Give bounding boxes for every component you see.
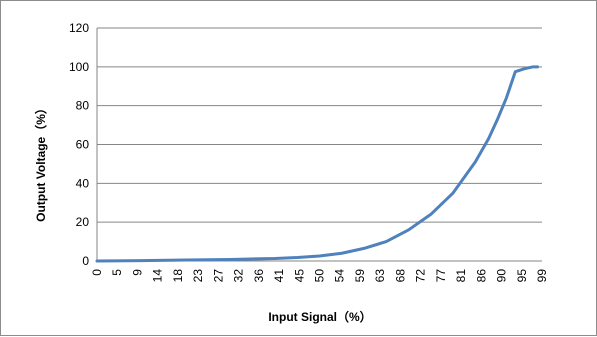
x-axis-title: Input Signal（%） — [268, 309, 371, 324]
x-tick-label: 54 — [333, 269, 347, 283]
y-tick-label: 120 — [69, 21, 89, 35]
x-tick-label: 72 — [414, 269, 428, 283]
x-tick-label: 32 — [232, 269, 246, 283]
y-tick-label: 60 — [76, 138, 90, 152]
y-tick-label: 40 — [76, 176, 90, 190]
x-tick-label: 14 — [151, 269, 165, 283]
x-tick-label: 45 — [292, 269, 306, 283]
x-tick-label: 18 — [171, 269, 185, 283]
y-tick-label: 80 — [76, 99, 90, 113]
x-tick-label: 68 — [393, 269, 407, 283]
gridlines — [97, 27, 542, 223]
x-tick-label: 5 — [110, 269, 124, 276]
x-tick-label: 99 — [535, 269, 549, 283]
y-axis-title: Output Voltage（%） — [33, 102, 48, 222]
x-tick-label: 27 — [211, 269, 225, 283]
x-tick-label: 0 — [90, 269, 104, 276]
x-tick-label: 81 — [454, 269, 468, 283]
x-tick-label: 59 — [353, 269, 367, 283]
y-tick-label: 0 — [82, 254, 89, 268]
x-tick-label: 77 — [434, 269, 448, 283]
series-line — [95, 65, 540, 263]
x-tick-label: 23 — [191, 269, 205, 283]
x-tick-label: 50 — [313, 269, 327, 283]
x-tick-label: 95 — [515, 269, 529, 283]
x-tick-label: 90 — [495, 269, 509, 283]
y-tick-label: 100 — [69, 60, 89, 74]
x-tick-label: 86 — [474, 269, 488, 283]
x-tick-label: 9 — [130, 269, 144, 276]
y-tick-labels: 0 20 40 60 80 100 120 — [69, 21, 89, 268]
x-tick-labels: 0 5 9 14 18 23 27 32 36 41 45 50 54 59 63 68 72 77 81 86 90 9… — [90, 269, 549, 283]
x-tick-label: 36 — [252, 269, 266, 283]
x-tick-label: 63 — [373, 269, 387, 283]
x-tick-label: 41 — [272, 269, 286, 283]
y-tick-label: 20 — [76, 215, 90, 229]
